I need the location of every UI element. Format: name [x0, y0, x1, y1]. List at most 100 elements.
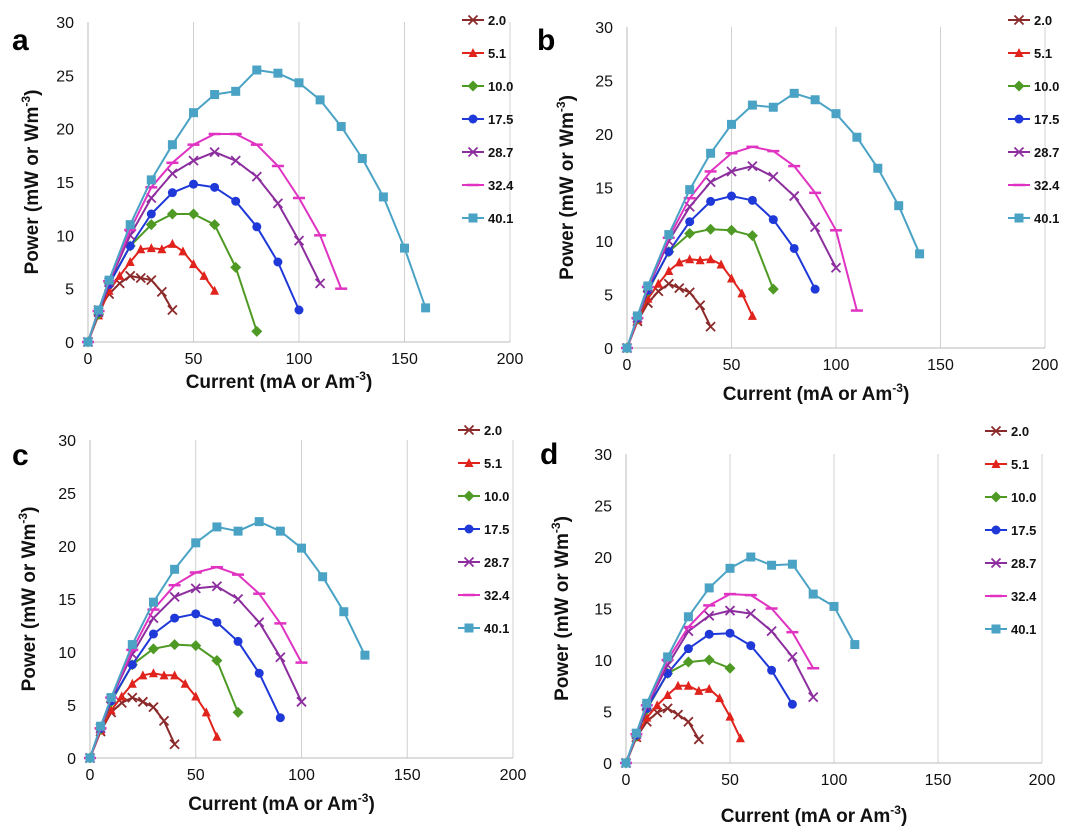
- data-point: [209, 219, 221, 231]
- legend-item: 17.5: [458, 522, 509, 537]
- x-tick-label: 150: [925, 772, 952, 789]
- data-point: [683, 680, 693, 690]
- data-point: [664, 230, 674, 240]
- data-point: [745, 608, 756, 619]
- legend-marker: [467, 80, 479, 92]
- data-point: [210, 182, 220, 192]
- data-point: [148, 701, 159, 713]
- x-tick-label: 200: [497, 351, 524, 368]
- data-point: [747, 100, 757, 110]
- data-point: [294, 305, 304, 315]
- data-point: [145, 219, 157, 231]
- data-point: [767, 665, 777, 675]
- data-point: [230, 155, 241, 166]
- legend-label: 5.1: [1034, 46, 1052, 61]
- data-point: [125, 270, 136, 282]
- y-tick-label: 10: [595, 234, 613, 251]
- data-point: [104, 275, 114, 285]
- data-point: [315, 95, 325, 105]
- legend-label: 28.7: [488, 145, 513, 160]
- data-point: [873, 163, 883, 173]
- data-point: [273, 257, 283, 267]
- data-point: [127, 678, 137, 688]
- data-point: [296, 696, 307, 707]
- data-point: [169, 639, 181, 651]
- legend-marker: [464, 458, 474, 467]
- data-point: [136, 244, 146, 254]
- legend-item: 40.1: [1008, 211, 1059, 226]
- legend-label: 32.4: [488, 178, 514, 193]
- data-point: [705, 177, 716, 188]
- legend-label: 28.7: [1034, 145, 1059, 160]
- legend-item: 32.4: [458, 588, 510, 603]
- series-40.1: [621, 552, 860, 768]
- x-tick-label: 150: [391, 351, 418, 368]
- data-point: [789, 88, 799, 98]
- series-line: [625, 684, 742, 764]
- data-point: [685, 217, 695, 227]
- data-point: [706, 148, 716, 158]
- legend: 2.0 5.1 10.0 17.5 28.7 32.4 40.1: [458, 423, 510, 636]
- y-tick-label: 30: [56, 15, 74, 32]
- legend-item: 17.5: [462, 112, 513, 127]
- legend-label: 10.0: [1034, 79, 1059, 94]
- data-point: [747, 160, 758, 172]
- legend-item: 2.0: [462, 13, 506, 28]
- data-point: [766, 626, 777, 637]
- data-point: [632, 311, 642, 321]
- data-point: [212, 731, 222, 741]
- data-point: [169, 591, 180, 603]
- y-tick-label: 5: [604, 288, 613, 305]
- x-tick-label: 0: [84, 351, 93, 368]
- y-tick-label: 15: [58, 592, 76, 609]
- legend-marker: [467, 146, 479, 158]
- data-point: [148, 668, 158, 678]
- legend-item: 5.1: [462, 46, 506, 61]
- data-point: [830, 262, 842, 273]
- data-point: [705, 321, 716, 332]
- data-point: [232, 706, 244, 718]
- legend-item: 5.1: [458, 456, 502, 471]
- data-point: [167, 140, 177, 150]
- legend-label: 2.0: [488, 13, 506, 28]
- data-point: [293, 235, 305, 246]
- data-point: [211, 654, 223, 666]
- data-point: [167, 188, 177, 198]
- chart-panel-a: 0 50 100 150 200 0 5 10 15 20 25 30 Current (mA or A…: [12, 13, 524, 393]
- panel-letter: b: [537, 24, 555, 57]
- legend-marker: [468, 48, 478, 57]
- y-tick-label: 30: [595, 20, 613, 37]
- data-point: [96, 721, 106, 731]
- data-point: [167, 238, 177, 248]
- data-point: [664, 247, 674, 257]
- legend-label: 32.4: [1034, 178, 1060, 193]
- data-point: [725, 563, 735, 573]
- data-point: [693, 734, 704, 745]
- series-line: [625, 556, 856, 764]
- data-point: [684, 287, 695, 298]
- data-point: [190, 583, 201, 594]
- legend-label: 10.0: [1011, 490, 1036, 505]
- y-axis-label: Power (mW or Wm-3): [554, 95, 578, 280]
- legend-marker: [990, 491, 1002, 503]
- x-axis-label: Current (mA or Am-3): [186, 369, 373, 393]
- data-point: [706, 254, 716, 264]
- legend-label: 2.0: [1034, 13, 1052, 28]
- data-point: [673, 680, 683, 690]
- data-point: [787, 699, 797, 709]
- data-point: [378, 192, 388, 202]
- data-point: [727, 273, 736, 283]
- data-point: [190, 640, 202, 652]
- legend-marker: [1013, 14, 1025, 26]
- x-tick-label: 50: [187, 767, 205, 784]
- data-point: [167, 168, 178, 179]
- legend-marker: [468, 213, 478, 223]
- y-tick-label: 10: [58, 645, 76, 662]
- legend-marker: [990, 557, 1002, 569]
- data-point: [746, 552, 756, 562]
- data-point: [125, 257, 135, 266]
- data-point: [191, 609, 201, 619]
- legend-marker: [1014, 48, 1024, 57]
- data-point: [230, 261, 242, 273]
- data-point: [199, 270, 209, 280]
